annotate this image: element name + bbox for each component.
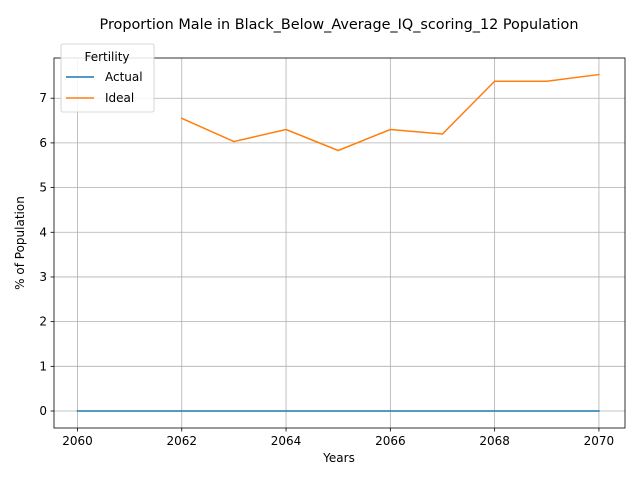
x-axis: 2060 2062 2064 2066 2068 2070 bbox=[62, 428, 614, 448]
series-line-ideal bbox=[180, 73, 600, 152]
y-axis: 0 1 2 3 4 5 6 7 bbox=[39, 91, 54, 418]
y-tick-label: 4 bbox=[39, 225, 47, 239]
x-tick-label: 2060 bbox=[62, 434, 93, 448]
x-tick-label: 2068 bbox=[479, 434, 510, 448]
y-tick-label: 1 bbox=[39, 359, 47, 373]
x-tick-label: 2066 bbox=[375, 434, 406, 448]
y-tick-label: 5 bbox=[39, 181, 47, 195]
series-layer bbox=[76, 73, 600, 412]
legend: Fertility Actual Ideal bbox=[60, 43, 155, 113]
x-tick-label: 2070 bbox=[584, 434, 615, 448]
chart-title: Proportion Male in Black_Below_Average_I… bbox=[100, 17, 579, 33]
y-tick-label: 2 bbox=[39, 315, 47, 329]
y-tick-label: 3 bbox=[39, 270, 47, 284]
y-axis-label: % of Population bbox=[13, 196, 27, 290]
grid-lines bbox=[54, 58, 625, 428]
y-tick-label: 6 bbox=[39, 136, 47, 150]
y-tick-label: 0 bbox=[39, 404, 47, 418]
x-axis-label: Years bbox=[322, 451, 355, 465]
legend-label-ideal: Ideal bbox=[105, 91, 134, 105]
plot-frame bbox=[53, 57, 626, 429]
legend-box bbox=[60, 43, 155, 113]
x-tick-label: 2064 bbox=[271, 434, 302, 448]
y-tick-label: 7 bbox=[39, 91, 47, 105]
legend-label-actual: Actual bbox=[105, 70, 143, 84]
legend-title: Fertility bbox=[84, 50, 129, 64]
x-tick-label: 2062 bbox=[166, 434, 197, 448]
